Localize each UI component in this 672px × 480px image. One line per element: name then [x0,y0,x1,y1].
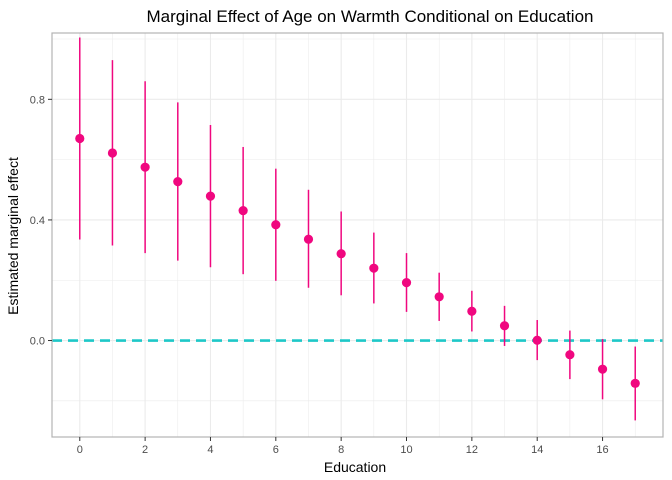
grid-lines [52,33,663,437]
data-point [597,364,608,374]
data-point [532,335,542,345]
x-tick-label: 10 [400,444,412,456]
data-point [107,148,118,158]
data-point [565,350,575,360]
x-tick-label: 6 [273,444,279,456]
data-point [401,278,412,288]
data-point [369,263,379,273]
data-point [630,378,640,388]
data-point [336,249,346,259]
data-point [271,220,281,230]
x-tick-label: 4 [207,444,213,456]
data-point [173,177,183,187]
x-tick-label: 8 [338,444,344,456]
data-point [467,306,477,316]
data-point [75,133,85,144]
x-tick-label: 16 [596,444,608,456]
data-point [434,292,444,302]
y-tick-label: 0.4 [30,215,45,227]
x-tick-label: 0 [77,444,83,456]
x-tick-label: 2 [142,444,148,456]
panel-border [51,32,664,438]
x-tick-label: 14 [531,444,543,456]
y-tick-label: 0.0 [30,336,45,348]
y-tick-label: 0.8 [30,94,45,106]
x-axis-title: Education [324,459,386,475]
data-marks [75,37,640,421]
y-axis-ticks: 0.0 0.4 0.8 [30,94,52,348]
data-point [140,162,150,172]
data-point [303,234,314,244]
data-point [205,191,216,201]
data-point [499,321,510,331]
x-tick-label: 12 [466,444,478,456]
data-point [238,205,248,216]
x-axis-ticks: 0 2 4 6 8 10 12 14 16 [77,437,609,456]
chart-title: Marginal Effect of Age on Warmth Conditi… [147,7,594,26]
y-axis-title: Estimated marginal effect [5,157,21,315]
